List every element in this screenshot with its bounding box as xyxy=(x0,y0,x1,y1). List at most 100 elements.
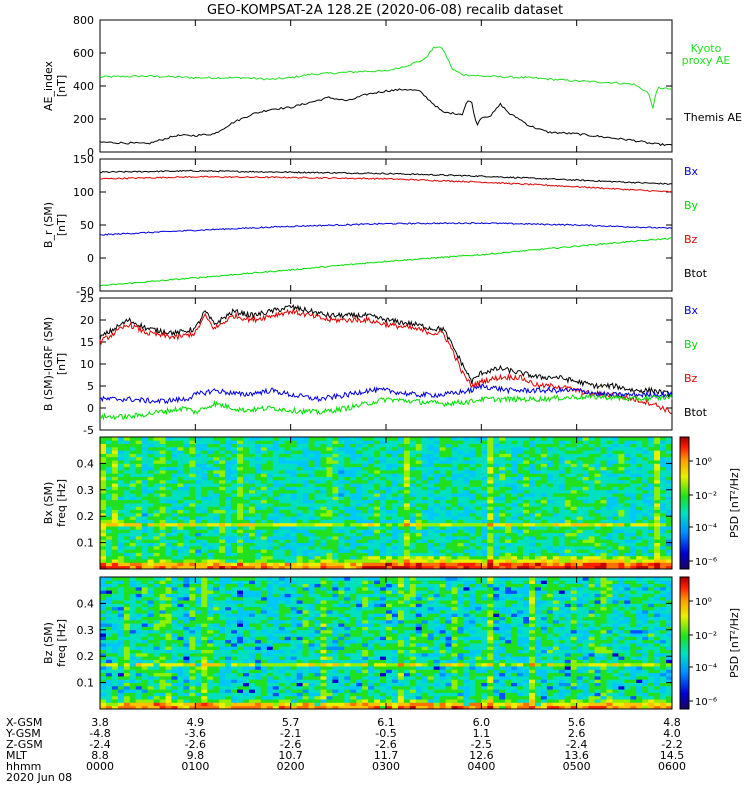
spectrogram-cell xyxy=(666,473,673,477)
spectrogram-cell xyxy=(320,440,327,444)
spectrogram-cell xyxy=(207,596,214,601)
spectrogram-cell xyxy=(344,542,351,547)
spectrogram-cell xyxy=(564,456,572,461)
spectrogram-cell xyxy=(415,483,423,487)
spectrogram-cell xyxy=(243,702,250,707)
spectrogram-cell xyxy=(469,555,476,560)
spectrogram-cell xyxy=(111,702,119,707)
spectrogram-cell xyxy=(177,666,184,670)
spectrogram-cell xyxy=(391,453,399,458)
spectrogram-cell xyxy=(254,479,262,484)
spectrogram-cell xyxy=(225,662,232,667)
spectrogram-cell xyxy=(153,610,160,614)
spectrogram-cell xyxy=(374,536,381,540)
spectrogram-cell xyxy=(284,473,292,477)
spectrogram-cell xyxy=(380,532,387,537)
spectrogram-cell xyxy=(576,443,584,448)
spectrogram-cell xyxy=(308,565,315,570)
ytick-label: 400 xyxy=(73,80,94,93)
spectrogram-cell xyxy=(380,536,387,540)
spectrogram-cell xyxy=(165,636,172,641)
spectrogram-cell xyxy=(278,483,286,487)
spectrogram-cell xyxy=(558,536,566,540)
spectrogram-cell xyxy=(284,529,292,534)
spectrogram-cell xyxy=(189,532,196,537)
spectrogram-cell xyxy=(666,516,673,520)
spectrogram-cell xyxy=(600,499,607,504)
spectrogram-cell xyxy=(111,606,119,611)
spectrogram-cell xyxy=(117,643,125,647)
spectrogram-cell xyxy=(237,649,244,654)
spectrogram-cell xyxy=(397,559,405,563)
spectrogram-cell xyxy=(159,656,166,660)
spectrogram-cell xyxy=(493,522,500,527)
spectrogram-cell xyxy=(636,506,643,510)
spectrogram-cell xyxy=(195,479,202,484)
spectrogram-cell xyxy=(356,562,363,567)
spectrogram-cell xyxy=(624,559,631,563)
spectrogram-cell xyxy=(356,522,363,527)
spectrogram-cell xyxy=(105,526,113,530)
spectrogram-cell xyxy=(248,626,256,631)
spectrogram-cell xyxy=(105,549,113,553)
spectrogram-cell xyxy=(552,526,560,530)
spectrogram-cell xyxy=(302,526,309,530)
spectrogram-cell xyxy=(201,529,208,534)
spectrogram-cell xyxy=(636,516,643,520)
spectrogram-cell xyxy=(529,545,536,550)
spectrogram-cell xyxy=(141,493,149,497)
spectrogram-cell xyxy=(290,506,298,510)
spectrogram-cell xyxy=(517,489,524,494)
spectrogram-cell xyxy=(546,483,554,487)
spectrogram-cell xyxy=(487,512,494,517)
spectrogram-cell xyxy=(272,499,280,504)
spectrogram-cell xyxy=(570,463,578,468)
spectrogram-cell xyxy=(445,552,452,557)
spectrogram-cell xyxy=(183,453,190,458)
spectrogram-cell xyxy=(231,616,238,621)
spectrogram-cell xyxy=(183,493,190,497)
spectrogram-cell xyxy=(445,460,452,464)
spectrogram-cell xyxy=(117,666,125,670)
spectrogram-cell xyxy=(237,446,244,451)
spectrogram-cell xyxy=(165,466,172,471)
spectrogram-cell xyxy=(225,699,232,703)
spectrogram-cell xyxy=(475,466,482,471)
ytick-label: 0.4 xyxy=(77,457,95,470)
spectrogram-cell xyxy=(111,643,119,647)
spectrogram-cell xyxy=(403,542,411,547)
spectrogram-cell xyxy=(111,590,119,594)
spectrogram-cell xyxy=(666,503,673,507)
spectrogram-cell xyxy=(237,512,244,517)
spectrogram-cell xyxy=(332,516,339,520)
spectrogram-cell xyxy=(368,516,375,520)
spectrogram-cell xyxy=(213,580,220,584)
spectrogram-cell xyxy=(237,443,244,448)
spectrogram-cell xyxy=(475,479,482,484)
spectrogram-cell xyxy=(523,562,530,567)
spectrogram-cell xyxy=(320,496,327,501)
spectrogram-cell xyxy=(654,519,661,524)
spectrogram-cell xyxy=(332,536,339,540)
spectrogram-cell xyxy=(272,443,280,448)
spectrogram-cell xyxy=(600,565,607,570)
spectrogram-cell xyxy=(606,516,613,520)
spectrogram-cell xyxy=(183,456,190,461)
spectrogram-cell xyxy=(219,476,226,481)
spectrogram-cell xyxy=(469,489,476,494)
spectrogram-cell xyxy=(159,643,166,647)
spectrogram-cell xyxy=(147,649,155,654)
spectrogram-cell xyxy=(445,493,452,497)
spectrogram-cell xyxy=(105,440,113,444)
spectrogram-cell xyxy=(397,503,405,507)
spectrogram-cell xyxy=(290,542,298,547)
spectrogram-cell xyxy=(135,509,143,514)
spectrogram-cell xyxy=(588,450,595,454)
spectrogram-cell xyxy=(135,656,143,660)
spectrogram-cell xyxy=(606,499,613,504)
spectrogram-cell xyxy=(225,542,232,547)
spectrogram-cell xyxy=(159,619,166,624)
spectrogram-cell xyxy=(439,565,446,570)
spectrogram-cell xyxy=(493,503,500,507)
spectrogram-cell xyxy=(117,496,125,501)
